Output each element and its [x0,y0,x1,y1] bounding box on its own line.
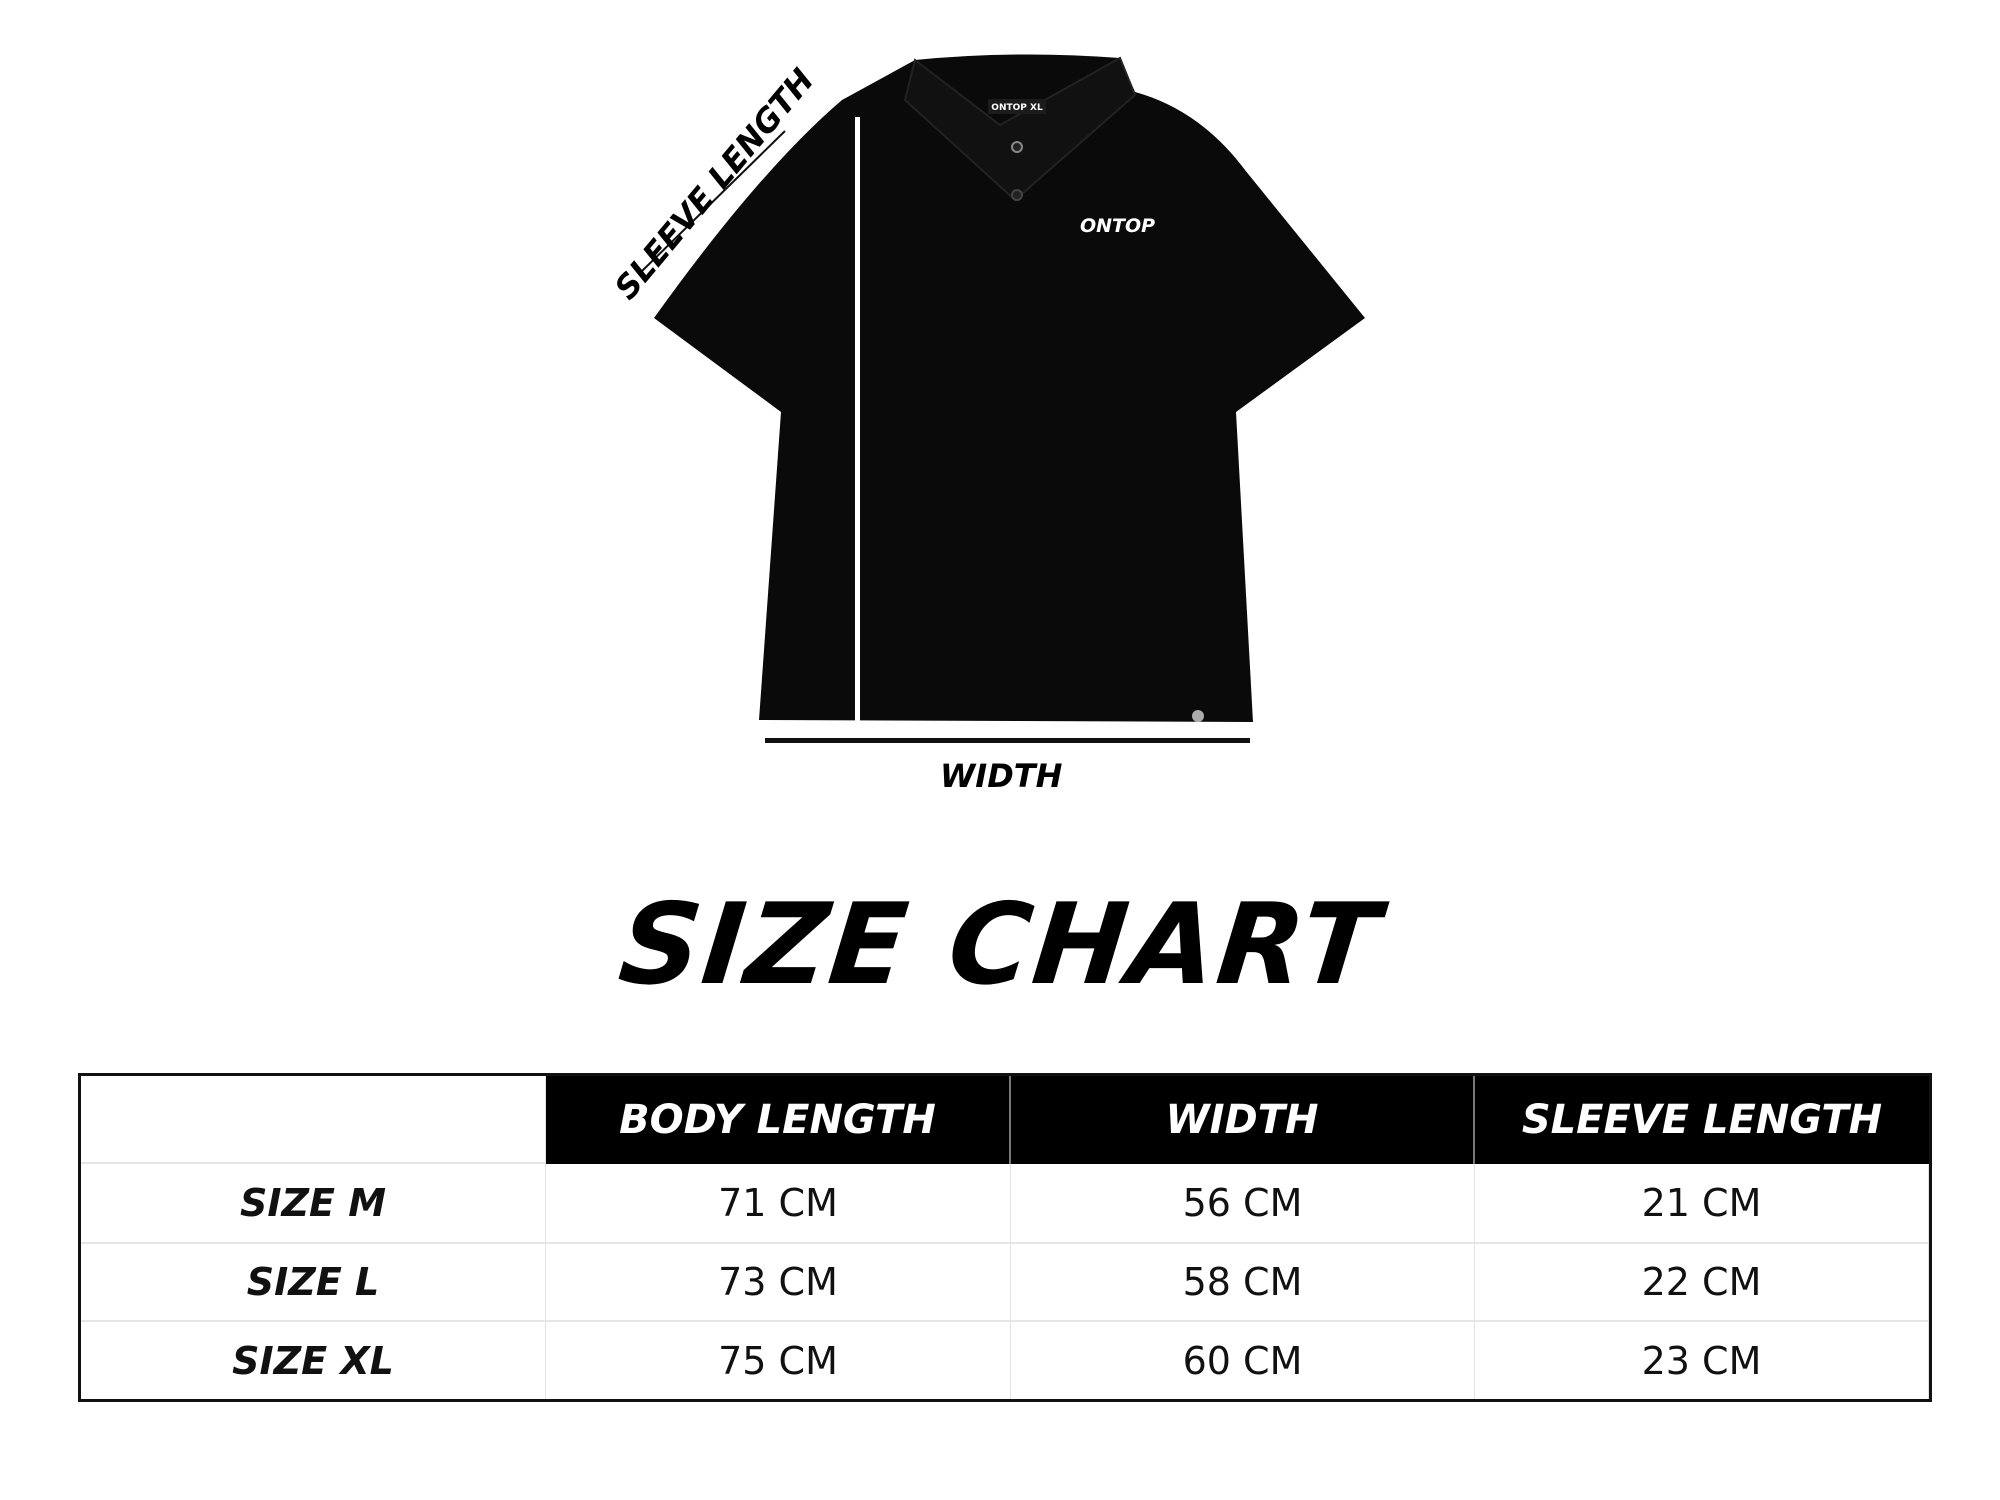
header-width: WIDTH [1011,1076,1475,1164]
button-icon [1011,141,1023,153]
cell-width: 56 CM [1011,1164,1475,1244]
body-length-line [855,117,860,721]
sleeve-length-line [640,130,786,273]
cell-sleeve-length: 23 CM [1475,1322,1929,1399]
cell-width: 60 CM [1011,1322,1475,1399]
header-body-length: BODY LENGTH [546,1076,1011,1164]
row-label: SIZE M [81,1164,546,1244]
cell-body-length: 75 CM [546,1322,1011,1399]
shirt-collar [903,56,1137,202]
hem-badge-icon [1192,710,1204,722]
cell-sleeve-length: 21 CM [1475,1164,1929,1244]
cell-sleeve-length: 22 CM [1475,1244,1929,1322]
shirt-body [654,54,1365,722]
button-icon [1011,189,1023,201]
row-label: SIZE XL [81,1322,546,1399]
header-sleeve-length: SLEEVE LENGTH [1475,1076,1929,1164]
size-table: BODY LENGTH WIDTH SLEEVE LENGTH SIZE M 7… [78,1073,1932,1402]
neck-tag [988,99,1046,114]
page-title: SIZE CHART [613,880,1387,1010]
brand-logo: ONTOP [1080,215,1155,237]
width-line [765,738,1250,743]
width-label: WIDTH [940,757,1063,795]
row-label: SIZE L [81,1244,546,1322]
polo-shirt-diagram: ONTOP XL ONTOP [640,54,1365,743]
header-empty [81,1076,546,1164]
cell-body-length: 73 CM [546,1244,1011,1322]
cell-body-length: 71 CM [546,1164,1011,1244]
neck-tag-text: ONTOP XL [991,103,1043,113]
cell-width: 58 CM [1011,1244,1475,1322]
